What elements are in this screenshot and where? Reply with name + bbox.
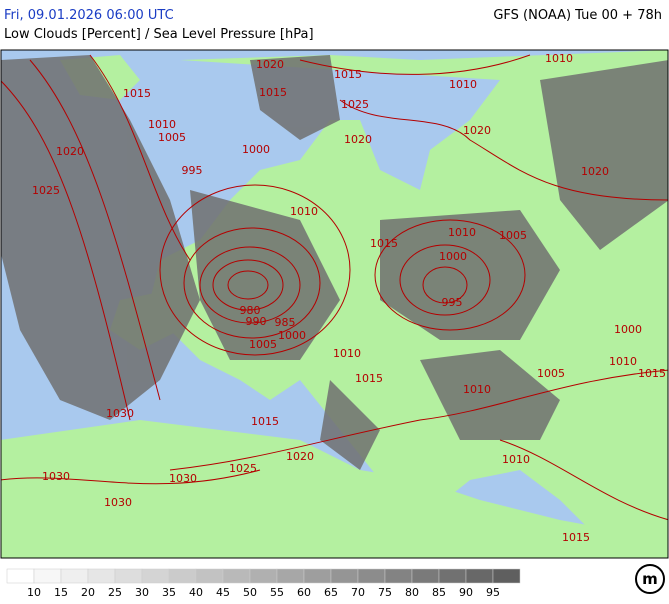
legend-tick-label: 85	[432, 586, 446, 599]
legend-swatch	[384, 568, 413, 584]
isobar-label: 980	[240, 304, 261, 317]
isobar-label: 995	[182, 164, 203, 177]
legend-swatch	[330, 568, 359, 584]
isobar-label: 1015	[123, 87, 151, 100]
logo: m	[642, 570, 658, 588]
legend-tick-label: 55	[270, 586, 284, 599]
legend-tick-label: 25	[108, 586, 122, 599]
isobar-label: 995	[442, 296, 463, 309]
legend-tick-label: 75	[378, 586, 392, 599]
isobar-label: 1010	[148, 118, 176, 131]
isobar-label: 1015	[562, 531, 590, 544]
isobar-label: 1010	[290, 205, 318, 218]
legend-tick-label: 10	[27, 586, 41, 599]
legend-swatch	[492, 568, 521, 584]
isobar-label: 1015	[355, 372, 383, 385]
map	[1, 50, 668, 558]
isobar-label: 1015	[251, 415, 279, 428]
legend-tick-label: 20	[81, 586, 95, 599]
isobar-label: 1000	[278, 329, 306, 342]
legend-swatch	[114, 568, 143, 584]
isobar-label: 1010	[449, 78, 477, 91]
legend-swatch	[276, 568, 305, 584]
isobar-label: 1000	[439, 250, 467, 263]
legend-swatch	[141, 568, 170, 584]
isobar-label: 1005	[537, 367, 565, 380]
isobar-label: 1005	[249, 338, 277, 351]
map-frame	[0, 49, 669, 559]
isobar-label: 1030	[42, 470, 70, 483]
legend-tick-label: 15	[54, 586, 68, 599]
isobar-label: 985	[275, 316, 296, 329]
isobar-label: 1030	[169, 472, 197, 485]
isobar-label: 1015	[334, 68, 362, 81]
legend-swatch	[168, 568, 197, 584]
isobars	[1, 54, 668, 521]
isobar-label: 1025	[32, 184, 60, 197]
legend-tick-label: 65	[324, 586, 338, 599]
legend-tick-label: 40	[189, 586, 203, 599]
legend-tick-label: 35	[162, 586, 176, 599]
legend-swatch	[249, 568, 278, 584]
isobar-label: 1010	[463, 383, 491, 396]
legend-swatch	[411, 568, 440, 584]
legend-swatch	[195, 568, 224, 584]
isobar-label: 1020	[344, 133, 372, 146]
legend-tick-label: 60	[297, 586, 311, 599]
legend-swatch	[6, 568, 35, 584]
isobar-label: 1020	[286, 450, 314, 463]
isobar-label: 1030	[104, 496, 132, 509]
legend-swatch	[465, 568, 494, 584]
legend-tick-label: 45	[216, 586, 230, 599]
isobar-label: 1020	[463, 124, 491, 137]
isobar-label: 1025	[341, 98, 369, 111]
legend-tick-label: 95	[486, 586, 500, 599]
isobar-label: 1020	[56, 145, 84, 158]
legend-swatch	[60, 568, 89, 584]
isobar-label: 1030	[106, 407, 134, 420]
date-title: Fri, 09.01.2026 06:00 UTC	[4, 8, 174, 23]
logo-circle	[635, 564, 665, 594]
legend-tick-label: 90	[459, 586, 473, 599]
subtitle: Low Clouds [Percent] / Sea Level Pressur…	[4, 27, 314, 42]
isobar-label: 1020	[581, 165, 609, 178]
legend-swatch	[357, 568, 386, 584]
isobar-label: 1000	[614, 323, 642, 336]
isobar-label: 1010	[448, 226, 476, 239]
legend-swatch	[303, 568, 332, 584]
isobar-label: 1015	[370, 237, 398, 250]
legend-swatch	[438, 568, 467, 584]
isobar-label: 1000	[242, 143, 270, 156]
legend-tick-label: 30	[135, 586, 149, 599]
legend-tick-label: 80	[405, 586, 419, 599]
isobar-label: 990	[246, 315, 267, 328]
legend: 10 15 20 25 30 35 40 45 50 55 60 65 70 75 80 85 90 95	[6, 568, 521, 599]
clouds	[1, 55, 668, 470]
model-title: GFS (NOAA) Tue 00 + 78h	[493, 8, 662, 23]
isobar-label: 1005	[499, 229, 527, 242]
isobar-label: 1015	[638, 367, 666, 380]
legend-swatch	[87, 568, 116, 584]
isobar-label: 1010	[502, 453, 530, 466]
legend-swatch	[33, 568, 62, 584]
isobar-label: 1010	[333, 347, 361, 360]
isobar-label: 1010	[609, 355, 637, 368]
isobar-label: 1025	[229, 462, 257, 475]
legend-tick-label: 50	[243, 586, 257, 599]
isobar-label: 1015	[259, 86, 287, 99]
isobar-label: 1020	[256, 58, 284, 71]
land-africa	[1, 420, 668, 558]
isobar-label: 1005	[158, 131, 186, 144]
legend-tick-label: 70	[351, 586, 365, 599]
isobar-label: 1010	[545, 52, 573, 65]
legend-swatch	[222, 568, 251, 584]
